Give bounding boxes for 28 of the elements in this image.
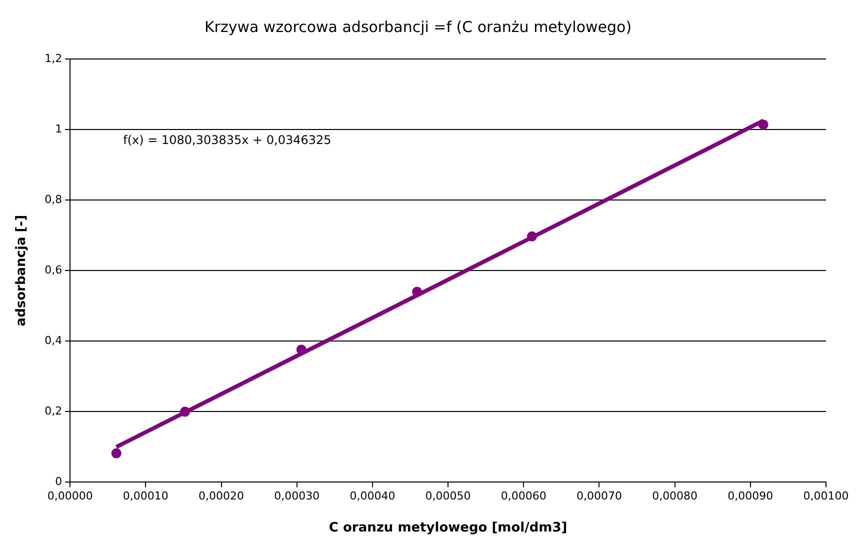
point — [111, 448, 122, 458]
y-axis-title: adsorbancja [-] — [14, 214, 30, 326]
y-tick-label: 0,6 — [44, 263, 62, 276]
x-tick-label: 0,00010 — [122, 490, 168, 503]
point — [758, 120, 768, 130]
x-tick-label: 0,00100 — [803, 490, 849, 503]
annotation: f(x) = 1080,303835x + 0,0346325 — [123, 133, 332, 148]
x-tick-label: 0,00070 — [576, 490, 622, 503]
point — [526, 231, 537, 242]
x-tick-label: 0,00040 — [350, 490, 396, 503]
y-tick-label: 1 — [55, 122, 62, 136]
y-tick-label: 0,8 — [44, 192, 62, 206]
y-tick-label: 1,2 — [44, 52, 62, 65]
x-tick-label: 0,00020 — [198, 490, 244, 503]
x-tick-label: 0,00080 — [652, 490, 698, 503]
chart-title: Krzywa wzorcowa adsorbancji =f (C oranżu metylowego) — [204, 18, 632, 36]
y-tick-label: 0,2 — [44, 404, 62, 418]
y-tick-label: 0 — [55, 475, 62, 488]
y-tick-label: 0,4 — [44, 334, 62, 347]
point — [296, 344, 306, 355]
x-axis-title: C oranzu metylowego [mol/dm3] — [328, 520, 568, 536]
x-tick-label: 0,00060 — [500, 490, 546, 503]
x-tick-label: 0,00090 — [728, 490, 774, 503]
x-tick-label: 0,00050 — [425, 490, 471, 503]
x-tick-label: 0,00030 — [274, 490, 320, 503]
x-tick-label: 0,00000 — [47, 490, 93, 503]
point — [180, 406, 190, 417]
point — [412, 286, 422, 297]
